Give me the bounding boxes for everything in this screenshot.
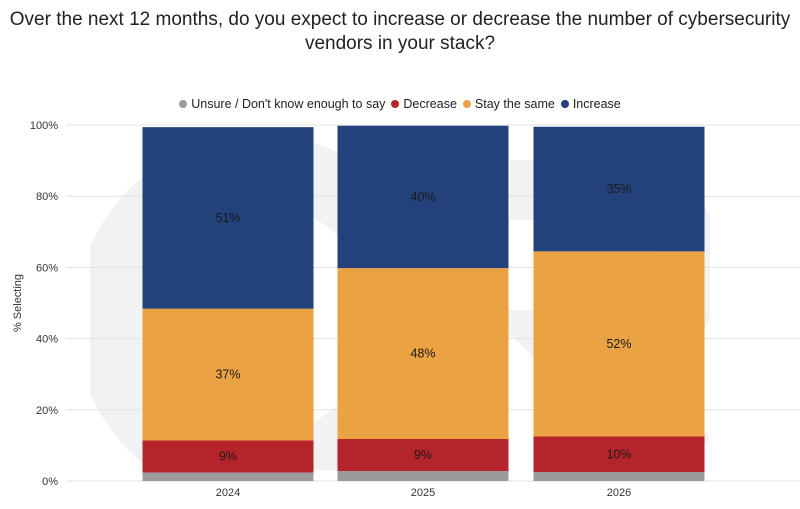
legend-swatch-3 (560, 100, 569, 108)
legend-label-2: Stay the same (474, 97, 555, 111)
legend-label-3: Increase (572, 97, 621, 111)
legend-swatch-2 (462, 100, 471, 108)
data-label-2026-1: 10% (606, 447, 631, 461)
legend-label-1: Decrease (403, 97, 457, 111)
y-tick-label-0: 0% (42, 476, 58, 488)
bar-segment-2024-3 (142, 127, 314, 309)
bar-segment-2024-1 (142, 440, 314, 473)
bar-segment-2026-1 (533, 436, 705, 473)
data-label-2025-3: 40% (410, 190, 435, 204)
bar-segment-2025-0 (337, 471, 509, 481)
bar-segment-2025-2 (337, 268, 509, 439)
data-label-2025-2: 48% (410, 347, 435, 361)
legend-swatch-1 (391, 100, 400, 108)
data-label-2024-3: 51% (215, 211, 240, 225)
legend-item-2: Stay the same (462, 97, 555, 111)
chart-title: Over the next 12 months, do you expect t… (0, 8, 800, 56)
chart-title-line-2: vendors in your stack? (304, 33, 496, 54)
data-label-2024-1: 9% (219, 449, 237, 463)
data-label-2025-1: 9% (414, 448, 432, 462)
bar-segment-2026-2 (533, 251, 705, 437)
legend-item-0: Unsure / Don't know enough to say (179, 97, 385, 111)
data-label-2026-3: 35% (606, 182, 631, 196)
x-tick-label-2026: 2026 (607, 487, 631, 499)
legend-item-3: Increase (560, 97, 621, 111)
y-tick-label-40: 40% (36, 334, 58, 346)
legend-item-1: Decrease (391, 97, 457, 111)
chart-title-line-1: Over the next 12 months, do you expect t… (9, 9, 791, 30)
y-tick-label-20: 20% (36, 405, 58, 417)
bar-segment-2025-3 (337, 125, 509, 269)
bar-segment-2024-0 (142, 472, 314, 481)
legend-label-0: Unsure / Don't know enough to say (191, 97, 386, 111)
y-axis-label: % Selecting (12, 274, 24, 332)
bar-segment-2024-2 (142, 308, 314, 441)
y-tick-label-60: 60% (36, 262, 58, 274)
bar-segment-2026-0 (533, 472, 705, 481)
bar-segment-2025-1 (337, 438, 509, 472)
x-tick-label-2024: 2024 (216, 487, 240, 499)
bar-segment-2026-3 (533, 126, 705, 252)
data-label-2026-2: 52% (606, 337, 631, 351)
y-tick-label-80: 80% (36, 191, 58, 203)
x-tick-label-2025: 2025 (411, 487, 435, 499)
y-tick-label-100: 100% (30, 120, 58, 132)
chart-legend: Unsure / Don't know enough to say Decreas… (0, 97, 800, 111)
legend-swatch-0 (179, 100, 188, 108)
data-label-2024-2: 37% (215, 368, 240, 382)
